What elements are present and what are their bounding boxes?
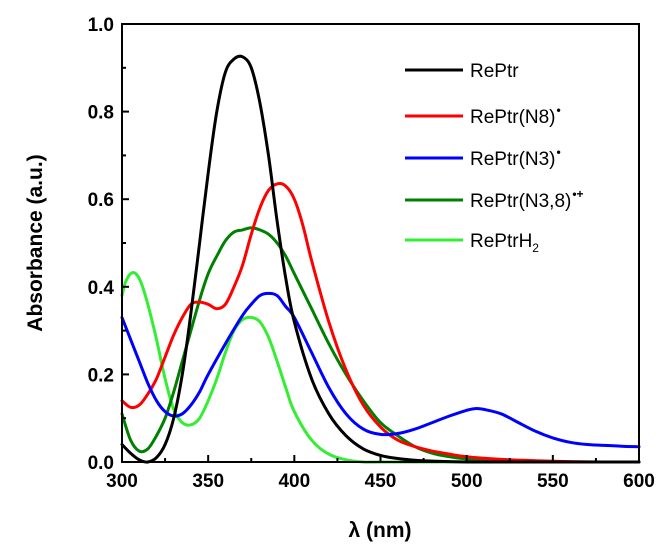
y-axis-title: Absorbance (a.u.) — [24, 154, 47, 331]
x-tick-label: 500 — [451, 471, 483, 492]
y-tick-label: 0.4 — [88, 278, 115, 299]
y-tick-label: 0.8 — [88, 103, 114, 124]
x-tick-label: 450 — [365, 471, 397, 492]
legend-superscript: •+ — [572, 187, 583, 201]
x-tick-label: 350 — [192, 471, 224, 492]
legend-subscript: 2 — [532, 241, 539, 255]
series-curves — [122, 56, 639, 462]
legend-entry: RePtr — [470, 61, 519, 82]
legend-label: RePtr(N3) — [470, 149, 556, 170]
y-tick-label: 0.6 — [88, 190, 114, 211]
legend-entry: RePtr(N3,8)•+ — [470, 187, 584, 212]
series-line-0 — [122, 56, 639, 462]
legend: RePtrRePtr(N8)•RePtr(N3)•RePtr(N3,8)•+Re… — [405, 61, 584, 255]
legend-superscript: • — [557, 145, 561, 159]
legend-label: RePtrH — [470, 231, 532, 252]
x-tick-label: 550 — [537, 471, 569, 492]
x-axis-title: λ (nm) — [349, 519, 412, 542]
legend-entry: RePtr(N3)• — [470, 145, 561, 170]
x-tick-label: 600 — [623, 471, 655, 492]
legend-entry: RePtrH2 — [470, 231, 539, 255]
x-tick-label: 300 — [106, 471, 138, 492]
y-tick-label: 0.2 — [88, 365, 114, 386]
legend-label: RePtr(N3,8) — [470, 191, 571, 212]
y-tick-label: 0.0 — [88, 453, 114, 474]
legend-entry: RePtr(N8)• — [470, 103, 561, 128]
legend-label: RePtr(N8) — [470, 107, 556, 128]
legend-label: RePtr — [470, 61, 519, 82]
x-tick-label: 400 — [278, 471, 310, 492]
y-tick-label: 1.0 — [88, 15, 114, 36]
legend-superscript: • — [557, 103, 561, 117]
